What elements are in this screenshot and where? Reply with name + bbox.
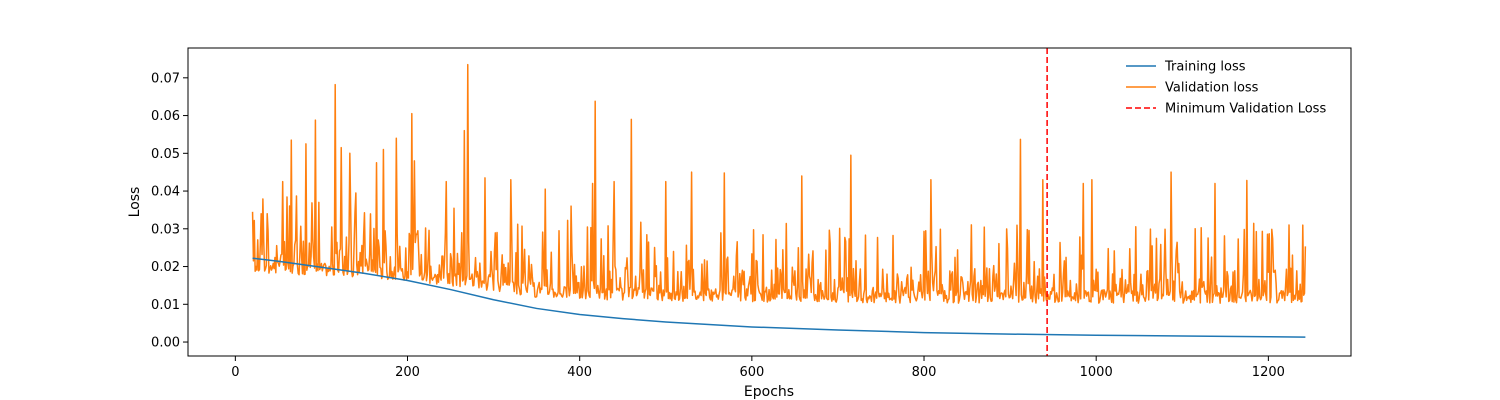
y-tick-label: 0.07 [151,71,180,86]
x-tick-label: 0 [231,365,239,380]
x-tick-label: 600 [739,365,764,380]
legend-label: Minimum Validation Loss [1165,102,1326,117]
series-layer [251,48,1307,356]
y-tick-label: 0.05 [151,147,180,162]
y-tick-label: 0.01 [151,298,180,313]
y-tick-label: 0.03 [151,222,180,237]
legend-label: Training loss [1164,60,1246,75]
x-tick-label: 200 [395,365,420,380]
x-tick-label: 800 [912,365,937,380]
y-tick-label: 0.04 [151,185,180,200]
ticks-layer: 0 200 400 600 800 1000 1200 0.00 0.01 0.02 0.03 0.0… [151,71,1285,380]
y-tick-label: 0.00 [151,336,180,351]
validation-loss-line [251,63,1307,304]
training-loss-line [252,257,1306,338]
legend-label: Validation loss [1165,81,1259,96]
y-tick-label: 0.06 [151,109,180,124]
y-axis-label: Loss [127,187,143,218]
legend: Training loss Validation loss Minimum Vali… [1126,60,1326,117]
x-tick-label: 1000 [1080,365,1113,380]
plot-frame [187,47,1352,357]
x-tick-label: 400 [567,365,592,380]
y-tick-label: 0.02 [151,260,180,275]
x-axis-label: Epochs [744,384,794,400]
x-tick-label: 1200 [1252,365,1285,380]
